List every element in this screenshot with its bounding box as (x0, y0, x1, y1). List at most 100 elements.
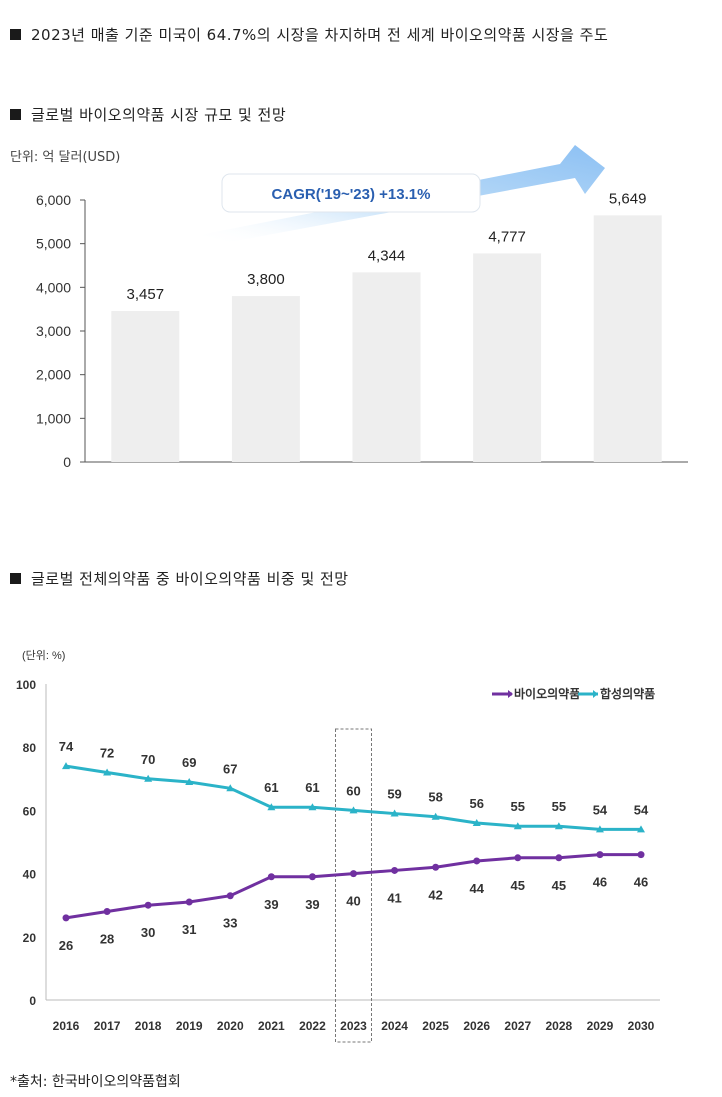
bio-value-label: 46 (593, 875, 607, 890)
synth-point (185, 777, 194, 785)
line-x-tick-label: 2016 (53, 1019, 80, 1033)
cagr-arrow (200, 145, 605, 242)
bar-value-label: 4,344 (368, 247, 406, 264)
line-x-tick-label: 2025 (422, 1019, 449, 1033)
line-x-tick-label: 2027 (504, 1019, 531, 1033)
synth-value-label: 54 (593, 802, 608, 817)
line-chart: (단위: %) 0 20 40 60 80 100 2016 2017 2018 2019 202… (16, 649, 660, 1043)
bio-value-label: 45 (552, 878, 566, 893)
synth-value-label: 67 (223, 761, 237, 776)
line-x-tick-label: 2019 (176, 1019, 203, 1033)
synth-point (390, 809, 399, 817)
synth-point (226, 784, 235, 792)
line-x-tick-label: 2029 (587, 1019, 614, 1033)
bio-value-label: 45 (511, 878, 525, 893)
synth-point (349, 806, 358, 814)
line-x-tick-label: 2028 (546, 1019, 573, 1033)
bio-point (308, 873, 316, 881)
bar-y-tick-label: 0 (63, 454, 71, 470)
legend-synth-marker-icon (593, 690, 598, 698)
legend-bio-label: 바이오의약품 (514, 686, 580, 701)
synth-value-label: 61 (264, 780, 278, 795)
line-y-tick-label: 100 (16, 678, 36, 692)
synth-point (267, 803, 276, 811)
section1-title: 글로벌 바이오의약품 시장 규모 및 전망 (10, 104, 286, 125)
bar-2023 (593, 215, 662, 462)
bio-point (62, 914, 70, 922)
bar-chart: CAGR('19~'23) +13.1% 0 1,000 2,000 3,000 4,0… (36, 145, 688, 470)
bar-2020 (231, 296, 300, 462)
synth-point (554, 822, 563, 830)
synth-point (513, 822, 522, 830)
line-x-tick-label: 2017 (94, 1019, 121, 1033)
bar-y-tick-label: 4,000 (36, 279, 71, 295)
bio-point (432, 863, 440, 871)
cagr-annotation: CAGR('19~'23) +13.1% (272, 186, 431, 203)
bar-y-tick-label: 1,000 (36, 410, 71, 426)
bar-value-label: 5,649 (609, 190, 647, 207)
legend: 바이오의약품 합성의약품 (492, 686, 655, 701)
bar-y-tick-label: 3,000 (36, 323, 71, 339)
line-y-tick-label: 60 (23, 804, 37, 818)
bio-value-label: 26 (59, 938, 73, 953)
bio-value-label: 41 (387, 890, 401, 905)
line-x-tick-label: 2018 (135, 1019, 162, 1033)
bar-y-tick-label: 6,000 (36, 192, 71, 208)
bio-point (473, 857, 481, 865)
bio-value-label: 39 (305, 897, 319, 912)
synth-point (103, 768, 112, 776)
synth-value-label: 59 (387, 787, 401, 802)
synth-value-label: 54 (634, 802, 649, 817)
bar-value-label: 4,777 (488, 228, 526, 245)
bio-point (226, 892, 234, 900)
cagr-box (221, 173, 481, 213)
bio-point (185, 898, 193, 906)
square-bullet-icon (10, 573, 21, 584)
bar-value-label: 3,800 (247, 271, 285, 288)
synth-point (431, 812, 440, 820)
line-x-tick-label: 2022 (299, 1019, 326, 1033)
synth-value-label: 55 (552, 799, 566, 814)
bar-value-label: 3,457 (127, 286, 165, 303)
bio-point (555, 854, 563, 862)
headline: 2023년 매출 기준 미국이 64.7%의 시장을 차지하며 전 세계 바이오… (10, 24, 608, 45)
bio-point (596, 851, 604, 859)
bio-value-label: 39 (264, 897, 278, 912)
bio-point (267, 873, 275, 881)
synth-value-label: 74 (59, 739, 74, 754)
bio-point (514, 854, 522, 862)
bio-value-label: 42 (428, 887, 442, 902)
bio-value-label: 31 (182, 922, 196, 937)
line-y-tick-label: 80 (23, 741, 37, 755)
highlight-2023-box (335, 728, 372, 1043)
synth-point (472, 819, 481, 827)
line-x-tick-label: 2026 (463, 1019, 490, 1033)
line-x-tick-label: 2023 (340, 1019, 367, 1033)
bio-value-label: 28 (100, 932, 114, 947)
synth-point (637, 825, 645, 833)
synth-value-label: 58 (428, 790, 442, 805)
line-x-tick-label: 2021 (258, 1019, 285, 1033)
synth-value-label: 61 (305, 780, 319, 795)
bio-value-label: 33 (223, 916, 237, 931)
synth-value-label: 56 (469, 796, 483, 811)
bar-y-tick-label: 5,000 (36, 236, 71, 252)
source-note: *출처: 한국바이오의약품협회 (10, 1074, 181, 1090)
bar-2022 (473, 253, 542, 462)
section2-title: 글로벌 전체의약품 중 바이오의약품 비중 및 전망 (10, 568, 349, 589)
bio-point (350, 870, 357, 878)
line-x-tick-label: 2020 (217, 1019, 244, 1033)
synth-value-label: 70 (141, 752, 155, 767)
synth-point (595, 825, 604, 833)
square-bullet-icon (10, 109, 21, 120)
bar-2019 (111, 311, 180, 462)
bar-2021 (352, 272, 421, 462)
legend-bio-marker-icon (508, 690, 513, 698)
synth-value-label: 60 (346, 783, 360, 798)
bio-point (103, 908, 111, 916)
bio-value-label: 44 (469, 881, 484, 896)
line-y-tick-label: 0 (29, 994, 36, 1008)
synth-point (308, 803, 317, 811)
bio-point (144, 901, 152, 909)
bio-point (391, 866, 399, 874)
